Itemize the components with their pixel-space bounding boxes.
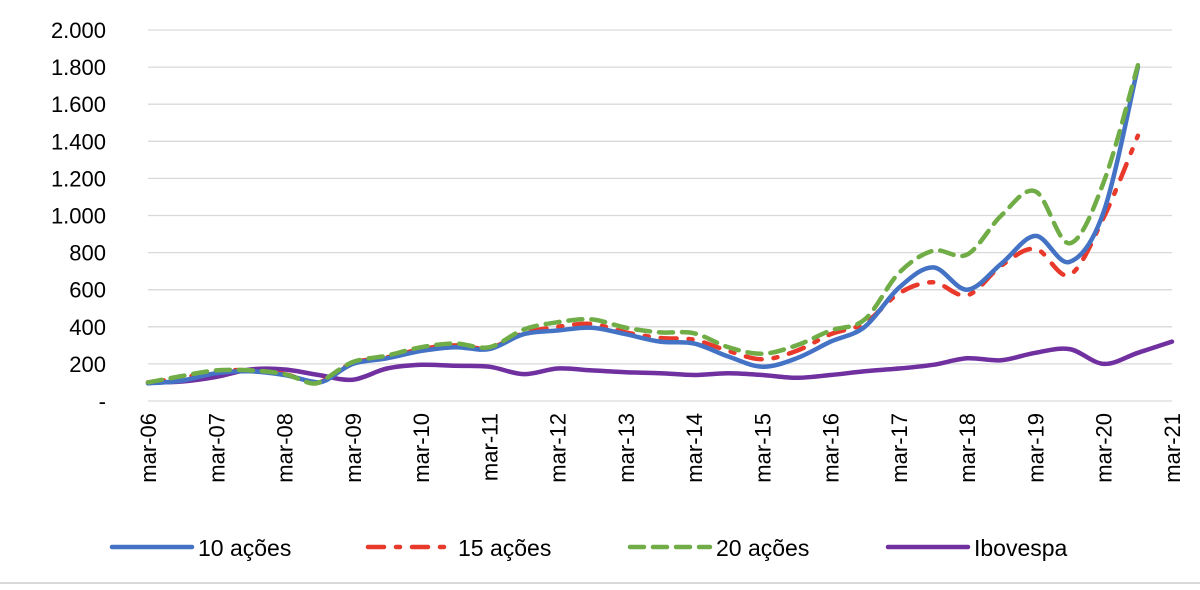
y-tick-label: 600: [69, 278, 106, 303]
series-line-2: [145, 133, 1141, 386]
x-axis-ticks: mar-06 mar-07 mar-08 mar-09 mar-10 mar-11 mar-…: [136, 413, 1185, 483]
y-tick-label: 200: [69, 352, 106, 377]
x-tick-label: mar-13: [614, 413, 639, 483]
series-line-1: [145, 64, 1141, 386]
y-tick-label: 1.200: [51, 166, 106, 191]
series-line-4: [145, 339, 1175, 385]
legend-label: 20 ações: [716, 535, 809, 561]
legend: 10 ações 15 ações 20 ações Ibovespa: [109, 535, 1068, 561]
y-tick-label: -: [99, 389, 106, 414]
x-tick-label: mar-11: [477, 413, 502, 481]
x-tick-label: mar-20: [1092, 413, 1117, 483]
y-tick-label: 1.000: [51, 204, 106, 229]
x-tick-label: mar-18: [955, 413, 980, 483]
series-lines: [145, 62, 1175, 386]
grid-lines: [148, 29, 1172, 402]
x-tick-label: mar-17: [887, 413, 912, 483]
series-line-3: [145, 62, 1141, 386]
x-tick-label: mar-06: [136, 413, 161, 483]
y-tick-label: 800: [69, 241, 106, 266]
x-tick-label: mar-07: [204, 413, 229, 483]
x-tick-label: mar-09: [341, 413, 366, 483]
x-tick-label: mar-14: [682, 413, 707, 483]
legend-label: 10 ações: [198, 535, 291, 561]
x-tick-label: mar-21: [1160, 413, 1185, 483]
y-tick-label: 1.600: [51, 92, 106, 117]
x-tick-label: mar-19: [1023, 413, 1048, 483]
legend-label: Ibovespa: [974, 535, 1068, 561]
x-tick-label: mar-10: [409, 413, 434, 483]
x-tick-label: mar-16: [819, 413, 844, 483]
y-tick-label: 1.400: [51, 129, 106, 154]
x-tick-label: mar-08: [273, 413, 298, 483]
x-tick-label: mar-12: [546, 413, 571, 483]
y-tick-label: 400: [69, 315, 106, 340]
x-tick-label: mar-15: [750, 413, 775, 483]
bottom-border: [0, 582, 1200, 584]
legend-label: 15 ações: [458, 535, 551, 561]
y-axis-ticks: - 200 400 600 800 1.000 1.200 1.400 1.600 1.800 2.…: [51, 18, 106, 414]
y-tick-label: 1.800: [51, 55, 106, 80]
y-tick-label: 2.000: [51, 18, 106, 43]
